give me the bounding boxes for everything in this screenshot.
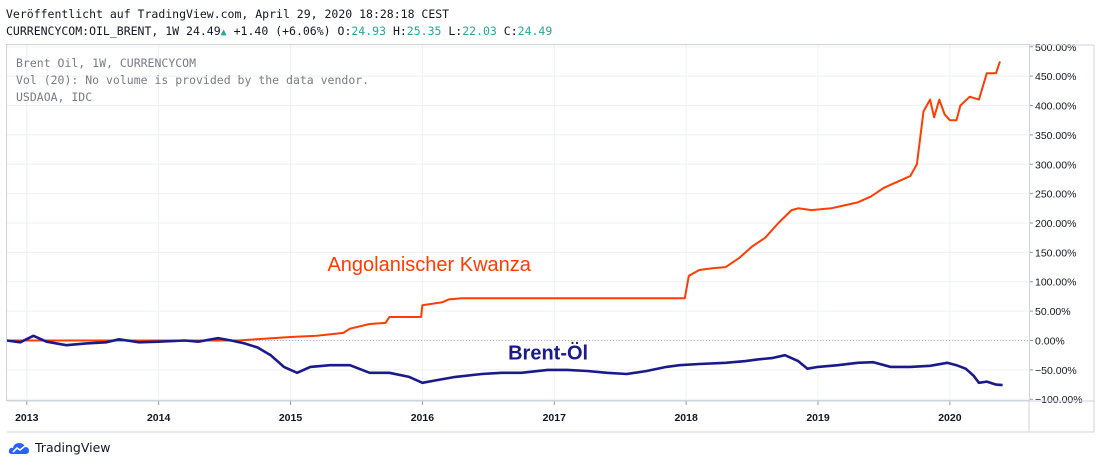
y-tick-label: 150.00% (1035, 247, 1076, 259)
open-value: 24.93 (351, 24, 386, 38)
y-tick-label: 450.00% (1035, 71, 1076, 83)
open-label: O: (337, 24, 352, 38)
high-value: 25.35 (406, 24, 442, 38)
y-tick-label: 50.00% (1035, 306, 1071, 318)
y-tick-label: 500.00% (1035, 42, 1076, 54)
chart-panel-border (6, 44, 1030, 401)
price-change: +1.40 (233, 24, 269, 38)
published-line: Veröffentlicht auf TradingView.com, Apri… (6, 7, 450, 21)
x-tick-label: 2016 (411, 412, 435, 424)
last-price: 24.49 (186, 24, 221, 38)
chart-legend: Brent Oil, 1W, CURRENCYCOM Vol (20): No … (16, 55, 369, 106)
symbol-label: CURRENCYCOM:OIL_BRENT, 1W (6, 24, 180, 38)
y-tick-label: 0.00% (1035, 335, 1065, 347)
y-tick-label: 350.00% (1035, 130, 1076, 142)
legend-symbol-line: Brent Oil, 1W, CURRENCYCOM (16, 56, 197, 70)
close-label: C: (503, 24, 518, 38)
high-label: H: (392, 24, 407, 38)
x-tick-label: 2013 (15, 412, 39, 424)
x-tick-label: 2018 (674, 412, 698, 424)
y-tick-label: 250.00% (1035, 189, 1076, 201)
y-tick-label: 300.00% (1035, 159, 1076, 171)
y-tick-label: 400.00% (1035, 101, 1076, 113)
x-tick-label: 2015 (279, 412, 303, 424)
brent-series-line (6, 334, 1003, 387)
up-triangle-icon: ▲ (220, 27, 227, 38)
kwanza-series-line (7, 61, 1001, 342)
y-tick-label: −50.00% (1035, 365, 1077, 377)
low-value: 22.03 (462, 24, 497, 38)
chart-header: Veröffentlicht auf TradingView.com, Apri… (6, 6, 552, 41)
kwanza-series-label: Angolanischer Kwanza (327, 254, 531, 276)
brand-name: TradingView (35, 440, 111, 455)
y-tick-label: −100.00% (1035, 394, 1083, 406)
brent-series-label: Brent-Öl (508, 341, 588, 364)
tradingview-brand[interactable]: TradingView (8, 440, 111, 455)
x-tick-label: 2020 (938, 412, 962, 424)
price-change-percent: (+6.06%) (275, 24, 331, 38)
legend-compare-line: USDAOA, IDC (16, 90, 93, 104)
y-tick-label: 200.00% (1035, 218, 1076, 230)
x-tick-label: 2019 (806, 412, 830, 424)
close-value: 24.49 (517, 24, 553, 38)
x-tick-label: 2017 (543, 412, 567, 424)
x-tick-label: 2014 (147, 412, 171, 424)
low-label: L: (448, 24, 463, 38)
legend-volume-line: Vol (20): No volume is provided by the d… (16, 73, 370, 87)
y-tick-label: 100.00% (1035, 277, 1076, 289)
symbol-quote-line: CURRENCYCOM:OIL_BRENT, 1W 24.49▲ +1.40 (… (6, 23, 552, 41)
tradingview-cloud-icon (8, 442, 30, 454)
